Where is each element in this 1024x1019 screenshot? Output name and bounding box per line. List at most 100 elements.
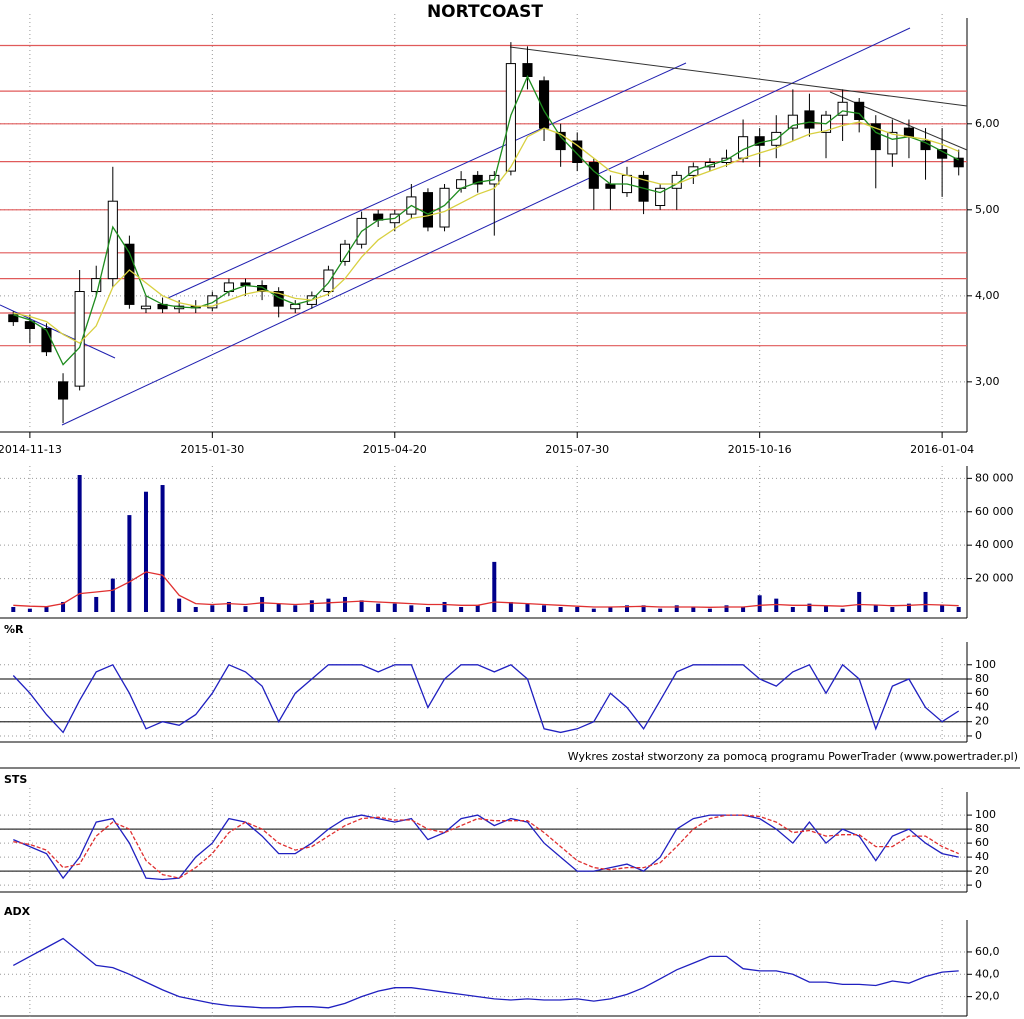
bar [193,606,198,612]
bar [160,485,165,612]
candle-body [91,278,102,293]
candle-body [555,131,566,151]
trend-lines [0,27,968,426]
bar [110,578,115,612]
bar [343,596,348,612]
bar [392,603,397,612]
bar [542,605,547,612]
bar [94,596,99,612]
y-tick-label: 100 [975,808,996,821]
bar [873,605,878,612]
bar [890,606,895,612]
candle-body [24,321,35,330]
panel-title: %R [4,623,24,636]
bar [359,600,364,612]
bar [591,608,596,612]
bar [260,596,265,612]
bar [475,605,480,612]
x-tick-label: 2015-07-30 [545,443,609,456]
bar [127,515,132,612]
bar [226,601,231,612]
y-tick-label: 60 [975,836,989,849]
y-tick-label: 3,00 [975,375,1000,388]
candle-body [140,305,152,310]
bar [442,601,447,612]
bar [641,605,646,612]
candle-body [804,110,815,129]
candle-body [323,269,334,293]
bar [27,608,32,612]
candle-body [738,136,749,159]
candle-body [953,157,964,168]
bar [824,605,829,612]
bar [459,606,464,612]
bar [575,606,580,612]
y-tick-label: 20,0 [975,990,1000,1003]
chart-title: NORTCOAST [427,2,543,22]
bar [44,606,49,612]
bar [508,601,513,612]
series-line [13,74,959,366]
trend-line [167,62,687,299]
candle-body [41,328,52,353]
bar [143,491,148,612]
y-tick-label: 40 [975,850,989,863]
candle-body [903,127,915,138]
bar [243,606,248,612]
bar [807,603,812,612]
bar [177,598,182,612]
bar [425,606,430,612]
y-tick-label: 20 [975,715,989,728]
y-tick-label: 0 [975,878,982,891]
candle-body [887,131,898,155]
bar [11,606,16,612]
x-tick-label: 2016-01-04 [910,443,974,456]
y-tick-label: 20 [975,864,989,877]
candle-body [522,63,533,77]
bar [790,606,795,612]
series-line [12,663,960,734]
trend-line [829,91,968,151]
bar [525,603,530,612]
x-tick-label: 2015-10-16 [728,443,792,456]
x-tick-label: 2015-01-30 [180,443,244,456]
bar [757,595,762,612]
x-tick-label: 2014-11-13 [0,443,62,456]
bar [940,605,945,612]
bar [558,606,563,612]
bar [77,475,82,612]
candle-body [57,381,69,400]
bar [409,605,414,612]
bar [276,603,281,612]
bar [840,608,845,612]
y-tick-label: 40,0 [975,967,1000,980]
bar [376,603,381,612]
bar [691,606,696,612]
bar [326,598,331,612]
bar [707,608,712,612]
y-tick-label: 100 [975,658,996,671]
bar [956,606,961,612]
candle-body [107,200,118,280]
y-tick-label: 20 000 [975,572,1014,585]
bar [906,603,911,612]
series-line [13,814,959,879]
panel-borders [0,18,1020,1017]
candle-body [339,243,351,262]
y-tick-label: 60 000 [975,505,1014,518]
bar [741,606,746,612]
y-tick-label: 60,0 [975,945,1000,958]
y-tick-label: 40 [975,700,989,713]
y-tick-label: 0 [975,729,982,742]
series-line [13,571,959,608]
candle-body [754,136,765,146]
y-tick-label: 4,00 [975,289,1000,302]
bar [658,608,663,612]
candle-body [588,162,599,189]
bar [624,605,629,612]
y-tick-label: 60 [975,686,989,699]
candle-body [870,123,881,151]
trend-line [61,27,911,426]
candle-body [257,284,268,293]
bar [923,591,928,612]
